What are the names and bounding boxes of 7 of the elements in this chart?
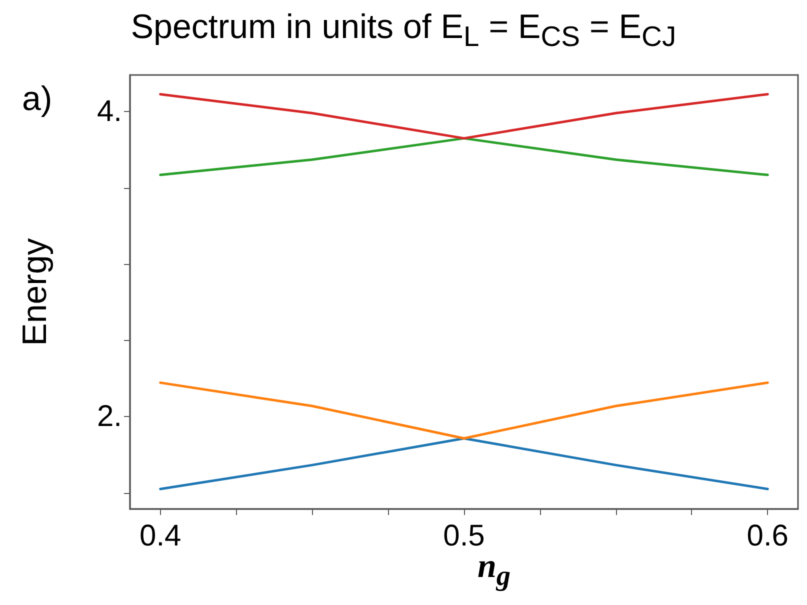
x-tick-label: 0.6 (746, 520, 788, 552)
text: a) (22, 80, 52, 119)
chart-title: Spectrum in units of E$_{L}$ = E$_{CS}$ = E$_{CJ}$ (130, 8, 678, 54)
y-tick-label: 2. (96, 400, 122, 434)
y-tick-label: 4. (96, 95, 122, 128)
y-axis-title: Energy (16, 238, 54, 346)
x-tick-label: 0.4 (140, 520, 182, 552)
